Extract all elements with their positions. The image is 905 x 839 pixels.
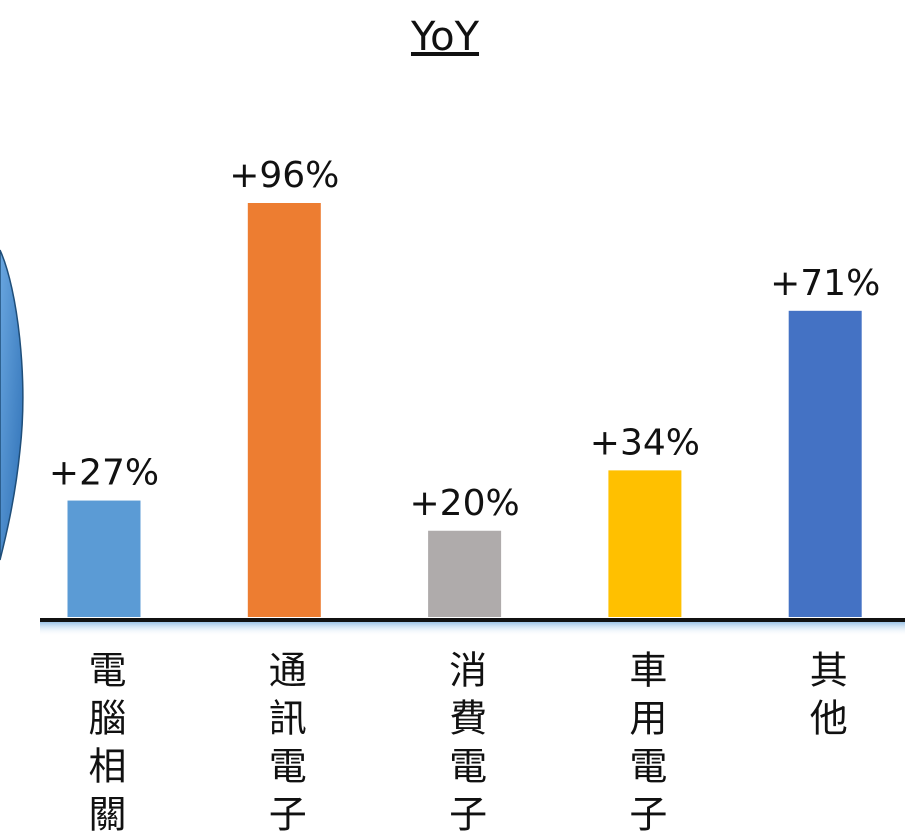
baseline-glow [40, 622, 905, 636]
x-tick-label: 電腦相關 [82, 650, 126, 839]
value-label: +34% [590, 422, 700, 463]
x-tick-label: 消費電子 [443, 650, 487, 839]
chart: YoY +27% 電腦相關 +96% 通訊電子 +20% 消費電子 +34% 車用電子 +71%… [0, 0, 905, 839]
bar [248, 203, 321, 617]
page: YoY +27% 電腦相關 +96% 通訊電子 +20% 消費電子 +34% 車用電子 +71%… [0, 0, 905, 839]
x-tick-label: 車用電子 [623, 650, 667, 839]
bar [428, 531, 501, 617]
decoration [0, 250, 23, 560]
bar [789, 311, 862, 617]
x-tick-label: 通訊電子 [262, 650, 306, 839]
value-label: +27% [49, 453, 159, 494]
chart-title: YoY [410, 14, 480, 60]
value-label: +96% [229, 155, 339, 196]
value-label: +71% [770, 263, 880, 304]
bar [608, 470, 681, 617]
x-tick-label: 其他 [803, 650, 847, 746]
value-label: +20% [410, 483, 520, 524]
bar [68, 501, 141, 617]
